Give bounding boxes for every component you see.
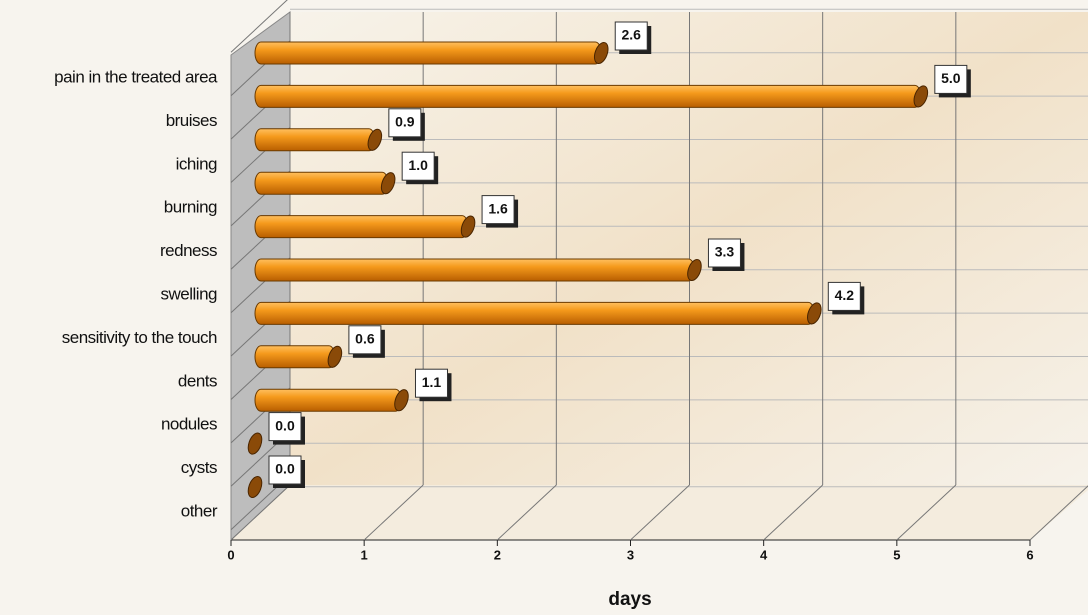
x-axis-label: days <box>608 589 651 610</box>
value-label-box <box>934 64 968 94</box>
value-label-box <box>388 108 422 138</box>
bar <box>254 301 815 325</box>
value-label-box <box>401 151 435 181</box>
value-label: 0.0 <box>275 417 295 433</box>
y-tick-label: sensitivity to the touch <box>62 328 217 347</box>
value-label: 1.0 <box>408 157 428 173</box>
value-label: 1.6 <box>488 200 508 216</box>
x-tick-label: 2 <box>494 547 501 562</box>
bar <box>254 171 389 195</box>
y-tick-label: nodules <box>161 415 217 434</box>
bar-cap <box>247 475 263 499</box>
x-tick-label: 4 <box>760 547 768 562</box>
value-label-box <box>268 412 302 442</box>
value-label: 0.0 <box>275 461 295 477</box>
y-tick-label: bruises <box>166 111 217 130</box>
value-label-box <box>614 21 648 51</box>
y-tick-label: pain in the treated area <box>54 67 218 86</box>
bar-cap <box>247 432 263 455</box>
bar <box>254 345 336 369</box>
grid-line <box>763 484 824 541</box>
grid-line <box>630 484 690 541</box>
y-tick-label: redness <box>160 241 217 260</box>
x-tick-label: 3 <box>627 547 634 562</box>
value-label: 3.3 <box>715 244 735 260</box>
grid-line <box>496 484 557 541</box>
value-label-box <box>414 368 448 398</box>
bar-cap <box>394 389 409 412</box>
value-label: 1.1 <box>422 374 442 390</box>
value-label-box <box>348 325 382 355</box>
value-label-box <box>827 281 861 311</box>
side-tick <box>230 0 288 53</box>
grid-line <box>363 484 424 541</box>
x-tick-label: 1 <box>361 547 368 562</box>
bar <box>254 84 922 108</box>
x-tick-label: 0 <box>227 547 234 562</box>
x-tick-label: 6 <box>1026 547 1033 562</box>
y-tick-label: iching <box>176 154 217 173</box>
y-tick-label: cysts <box>181 458 217 477</box>
bar-cap <box>913 85 929 108</box>
bar <box>254 41 602 65</box>
bar-cap <box>593 41 609 65</box>
y-tick-label: burning <box>164 198 217 217</box>
value-label-box <box>707 238 741 268</box>
value-label-box <box>481 195 515 225</box>
y-tick-label: swelling <box>161 284 218 303</box>
grid-line <box>1029 485 1088 541</box>
bar-cap <box>367 128 383 151</box>
grid-line <box>230 484 291 541</box>
bar-cap <box>807 302 822 325</box>
bar <box>254 258 695 282</box>
value-label: 4.2 <box>835 287 855 303</box>
bar <box>254 215 469 239</box>
bar-cap <box>380 172 396 195</box>
y-tick-label: dents <box>178 371 217 390</box>
bar-cap <box>460 215 476 238</box>
value-label: 2.6 <box>621 27 641 43</box>
bar-cap <box>687 258 702 282</box>
bar <box>254 388 402 412</box>
value-label: 0.9 <box>395 114 415 130</box>
value-label: 5.0 <box>941 70 961 86</box>
x-tick-label: 5 <box>893 547 900 562</box>
y-tick-label: other <box>181 501 218 520</box>
grid-line <box>896 484 957 541</box>
value-label: 0.6 <box>355 331 375 347</box>
bar-cap <box>327 345 343 368</box>
bar <box>254 128 376 152</box>
value-label-box <box>268 455 302 485</box>
